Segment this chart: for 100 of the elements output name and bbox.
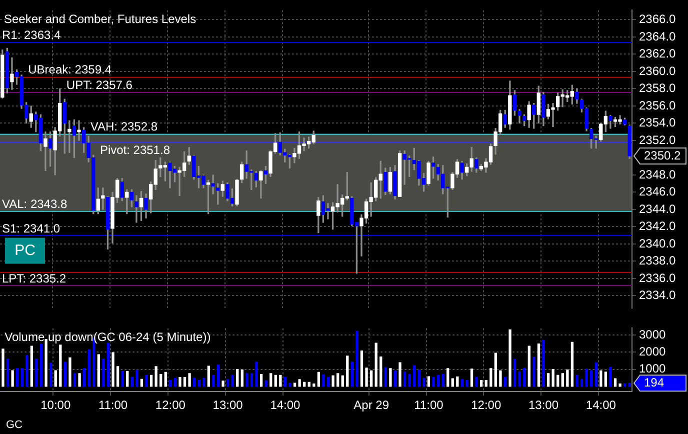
bar xyxy=(460,379,464,387)
bar xyxy=(20,368,24,387)
bar xyxy=(126,371,129,387)
bar xyxy=(11,370,14,387)
x-tick-label: 13:00 xyxy=(212,398,244,412)
y-tick-label: 2340.0 xyxy=(639,236,676,250)
x-tick-label: 12:00 xyxy=(155,398,186,412)
bar xyxy=(556,374,560,387)
bar xyxy=(628,382,631,387)
y-tick-label: 2360.0 xyxy=(639,64,676,78)
bar xyxy=(44,339,48,387)
candlestick xyxy=(68,120,72,153)
bar xyxy=(30,346,34,387)
ref-line-label: LPT: 2335.2 xyxy=(2,271,66,286)
bar xyxy=(16,368,19,387)
bar xyxy=(614,378,617,387)
chart-title: Seeker and Comber, Futures Levels xyxy=(4,12,196,26)
bar xyxy=(102,358,105,387)
bar xyxy=(322,374,325,387)
candlestick xyxy=(211,174,215,194)
bar xyxy=(312,384,316,387)
bar xyxy=(518,371,521,387)
bar xyxy=(293,382,296,387)
y-tick-label: 2352.0 xyxy=(639,132,676,147)
bar xyxy=(198,380,200,387)
bar xyxy=(374,342,378,387)
bar xyxy=(82,368,86,387)
bar xyxy=(193,378,196,387)
bar xyxy=(336,373,340,387)
bar xyxy=(442,374,444,387)
bar xyxy=(6,358,10,387)
ref-line-label: Pivot: 2351.8 xyxy=(100,143,170,158)
bar xyxy=(202,378,206,387)
bar xyxy=(576,374,578,387)
bar xyxy=(470,368,474,387)
bar xyxy=(403,371,406,387)
y-tick-label: 2334.0 xyxy=(639,288,676,302)
x-tick-label: 11:00 xyxy=(414,398,444,412)
bar xyxy=(490,368,492,387)
bar xyxy=(160,374,162,387)
ref-line-label: R1: 2363.4 xyxy=(2,28,62,42)
bar xyxy=(40,343,43,387)
bar xyxy=(422,378,426,387)
y-tick-label: 2000 xyxy=(639,344,666,358)
bar xyxy=(106,342,110,387)
bar xyxy=(432,377,435,387)
y-tick-label: 1000 xyxy=(639,362,666,376)
bar xyxy=(528,346,530,387)
bar xyxy=(475,377,478,387)
bar xyxy=(64,362,67,387)
bar xyxy=(504,376,507,387)
bar xyxy=(260,374,263,387)
bar xyxy=(116,366,120,387)
y-tick-label: 2342.0 xyxy=(639,219,676,234)
text: 2350.2 xyxy=(644,148,682,162)
bar xyxy=(226,379,230,387)
bar xyxy=(121,371,124,387)
bar xyxy=(26,355,28,387)
bar xyxy=(570,342,574,387)
y-tick-label: 2344.0 xyxy=(639,202,676,216)
y-tick-label: 2356.0 xyxy=(639,98,676,112)
bar xyxy=(284,376,287,387)
bar xyxy=(590,370,593,387)
bar xyxy=(623,383,626,387)
bar xyxy=(594,362,598,387)
bar xyxy=(537,343,540,387)
bar xyxy=(35,358,38,387)
bar xyxy=(532,356,536,387)
bar xyxy=(341,375,344,387)
bar xyxy=(466,380,468,387)
y-tick-label: 2354.0 xyxy=(639,116,676,130)
bar xyxy=(54,370,57,387)
bar xyxy=(212,374,215,387)
bar xyxy=(370,370,373,387)
bar xyxy=(317,372,320,387)
bar xyxy=(508,329,512,387)
bar xyxy=(456,376,459,387)
ref-line-label: UBreak: 2359.4 xyxy=(28,62,112,77)
bar xyxy=(150,374,153,387)
candlestick xyxy=(77,120,81,141)
ref-line-label: VAH: 2352.8 xyxy=(90,120,158,134)
bar xyxy=(360,350,364,387)
bar xyxy=(178,377,182,387)
bar xyxy=(446,368,450,387)
candlestick xyxy=(44,132,48,171)
bar xyxy=(436,374,440,387)
bar xyxy=(389,368,392,387)
bar xyxy=(332,375,334,387)
bar xyxy=(130,376,134,387)
bar xyxy=(250,373,254,387)
bar xyxy=(494,352,498,387)
bar xyxy=(604,372,608,387)
bar xyxy=(350,361,354,387)
bar xyxy=(418,370,420,387)
y-tick-label: 2362.0 xyxy=(639,46,676,61)
bar xyxy=(398,362,402,387)
ref-line-label: VAL: 2343.8 xyxy=(2,197,68,212)
bar xyxy=(480,380,483,387)
bar xyxy=(97,354,100,387)
x-tick-label: 11:00 xyxy=(98,398,128,412)
